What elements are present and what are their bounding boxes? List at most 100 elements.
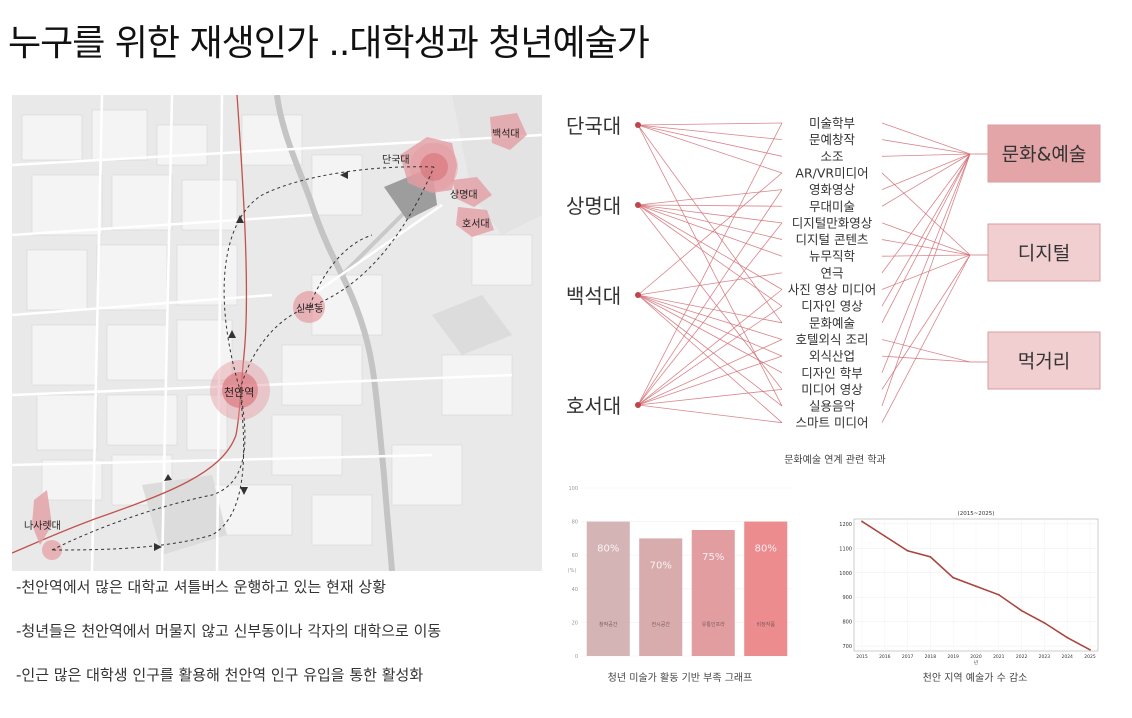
- university-department-link: [637, 204, 783, 307]
- data-point: [929, 555, 932, 558]
- map-label-baekseok: 백석대: [492, 129, 520, 140]
- department-label: 미디어 영상: [801, 382, 863, 397]
- university-department-link: [637, 124, 783, 157]
- university-dot: [635, 202, 641, 208]
- department-category-link: [881, 153, 971, 157]
- line-chart-title: (2015~2025): [958, 511, 995, 517]
- y-tick-label: 1000: [839, 571, 852, 577]
- department-category-link: [881, 254, 971, 290]
- y-tick-label: 800: [842, 620, 852, 626]
- map-label-nasaret: 나사렛대: [24, 521, 61, 532]
- department-category-link: [881, 153, 971, 274]
- bar-chart: 100 80 60 40 20 0 (%) 80% 창작공간 70% 전시공간 75% 유통인프라 80%…: [568, 486, 792, 660]
- university-department-link: [637, 404, 783, 424]
- category-label: 먹거리: [1018, 351, 1070, 373]
- x-axis-label: 년: [974, 659, 978, 665]
- y-tick-label: 60: [572, 553, 578, 559]
- department-label: 영화영상: [809, 182, 856, 197]
- university-department-link: [637, 204, 783, 224]
- university-department-link: [637, 339, 783, 406]
- university-department-link: [637, 124, 783, 407]
- department-category-link: [881, 222, 971, 256]
- category-box: [987, 223, 1101, 282]
- x-tick-label: 2021: [993, 654, 1005, 660]
- bar-category-label: 유통인프라: [702, 621, 725, 628]
- department-category-link: [881, 172, 971, 256]
- y-tick-label: 100: [568, 486, 578, 492]
- bar-chart-caption: 청년 미술가 활동 기반 부족 그래프: [607, 673, 753, 684]
- department-category-link: [881, 254, 971, 390]
- note-item: -인근 많은 대학생 인구를 활용해 천안역 인구 유입을 통한 활성화: [16, 666, 424, 684]
- x-tick-label: 2017: [902, 654, 914, 660]
- line-chart-caption: 천안 지역 예술가 수 감소: [922, 673, 1028, 684]
- y-axis-label: (%): [568, 568, 577, 574]
- map-svg: [12, 95, 542, 571]
- note-item: -청년들은 천안역에서 머물지 않고 신부동이나 각자의 대학으로 이동: [16, 622, 442, 640]
- university-department-link: [637, 294, 783, 324]
- department-label: 무대미술: [809, 199, 855, 214]
- university-department-link: [637, 124, 783, 324]
- department-label: 뉴무직학: [809, 249, 856, 264]
- data-point: [1066, 636, 1069, 639]
- bar-category-label: 전시공간: [652, 621, 671, 628]
- y-tick-label: 0: [575, 654, 578, 660]
- university-department-link: [637, 189, 783, 406]
- university-department-link: [637, 289, 783, 406]
- department-category-link: [881, 355, 971, 363]
- department-category-link: [881, 122, 971, 155]
- university-department-link: [637, 272, 783, 296]
- university-department-link: [637, 124, 783, 174]
- x-tick-label: 2025: [1084, 654, 1096, 660]
- university-label: 단국대: [566, 114, 621, 138]
- x-tick-label: 2020: [970, 654, 982, 660]
- department-label: 디지털만화영상: [792, 215, 873, 230]
- department-label: 연극: [820, 265, 843, 280]
- campus-map: 단국대 상명대 백석대 호서대 신부동 천안역 나사렛대: [12, 95, 542, 571]
- university-department-link: [637, 189, 783, 206]
- university-department-link: [637, 204, 783, 290]
- department-label: 외식산업: [809, 349, 855, 364]
- university-dot: [635, 122, 641, 128]
- note-item: -천안역에서 많은 대학교 셔틀버스 운행하고 있는 현재 상황: [16, 578, 386, 596]
- university-department-link: [637, 294, 783, 407]
- department-category-link: [881, 153, 971, 190]
- department-label: 사진 영상 미디어: [788, 282, 876, 297]
- department-category-link: [881, 254, 971, 423]
- category-box: [987, 124, 1101, 183]
- university-department-link: [637, 294, 783, 423]
- shuttle-routes: [51, 166, 435, 551]
- bar: [639, 538, 683, 656]
- department-label: 디자인 영상: [801, 299, 863, 314]
- data-point: [861, 520, 863, 523]
- bar: [586, 521, 630, 656]
- department-category-link: [881, 254, 971, 257]
- department-category-link: [881, 153, 971, 373]
- department-category-link: [881, 153, 971, 407]
- university-department-link: [637, 355, 783, 406]
- railway-line: [12, 95, 248, 554]
- x-tick-label: 2016: [879, 654, 891, 660]
- university-department-link: [637, 294, 783, 340]
- university-department-link: [637, 294, 783, 374]
- data-point: [997, 593, 1000, 596]
- x-tick-label: 2022: [1016, 654, 1028, 660]
- bar-value-label: 80%: [755, 544, 777, 555]
- university-department-link: [637, 389, 783, 406]
- y-tick-label: 40: [572, 587, 578, 593]
- data-point: [1089, 648, 1091, 651]
- university-department-link: [637, 204, 783, 207]
- category-label: 디지털: [1018, 243, 1070, 265]
- river: [274, 95, 395, 571]
- university-label: 백석대: [566, 284, 621, 308]
- department-label: 디자인 학부: [801, 365, 862, 380]
- x-tick-label: 2024: [1061, 654, 1073, 660]
- university-dot: [635, 402, 641, 408]
- x-tick-label: 2015: [856, 654, 868, 660]
- category-box: [987, 331, 1101, 390]
- data-point: [906, 549, 909, 552]
- data-point: [975, 585, 977, 588]
- y-tick-label: 1100: [839, 546, 852, 552]
- x-tick-label: 2019: [947, 654, 959, 660]
- university-label: 호서대: [566, 394, 621, 418]
